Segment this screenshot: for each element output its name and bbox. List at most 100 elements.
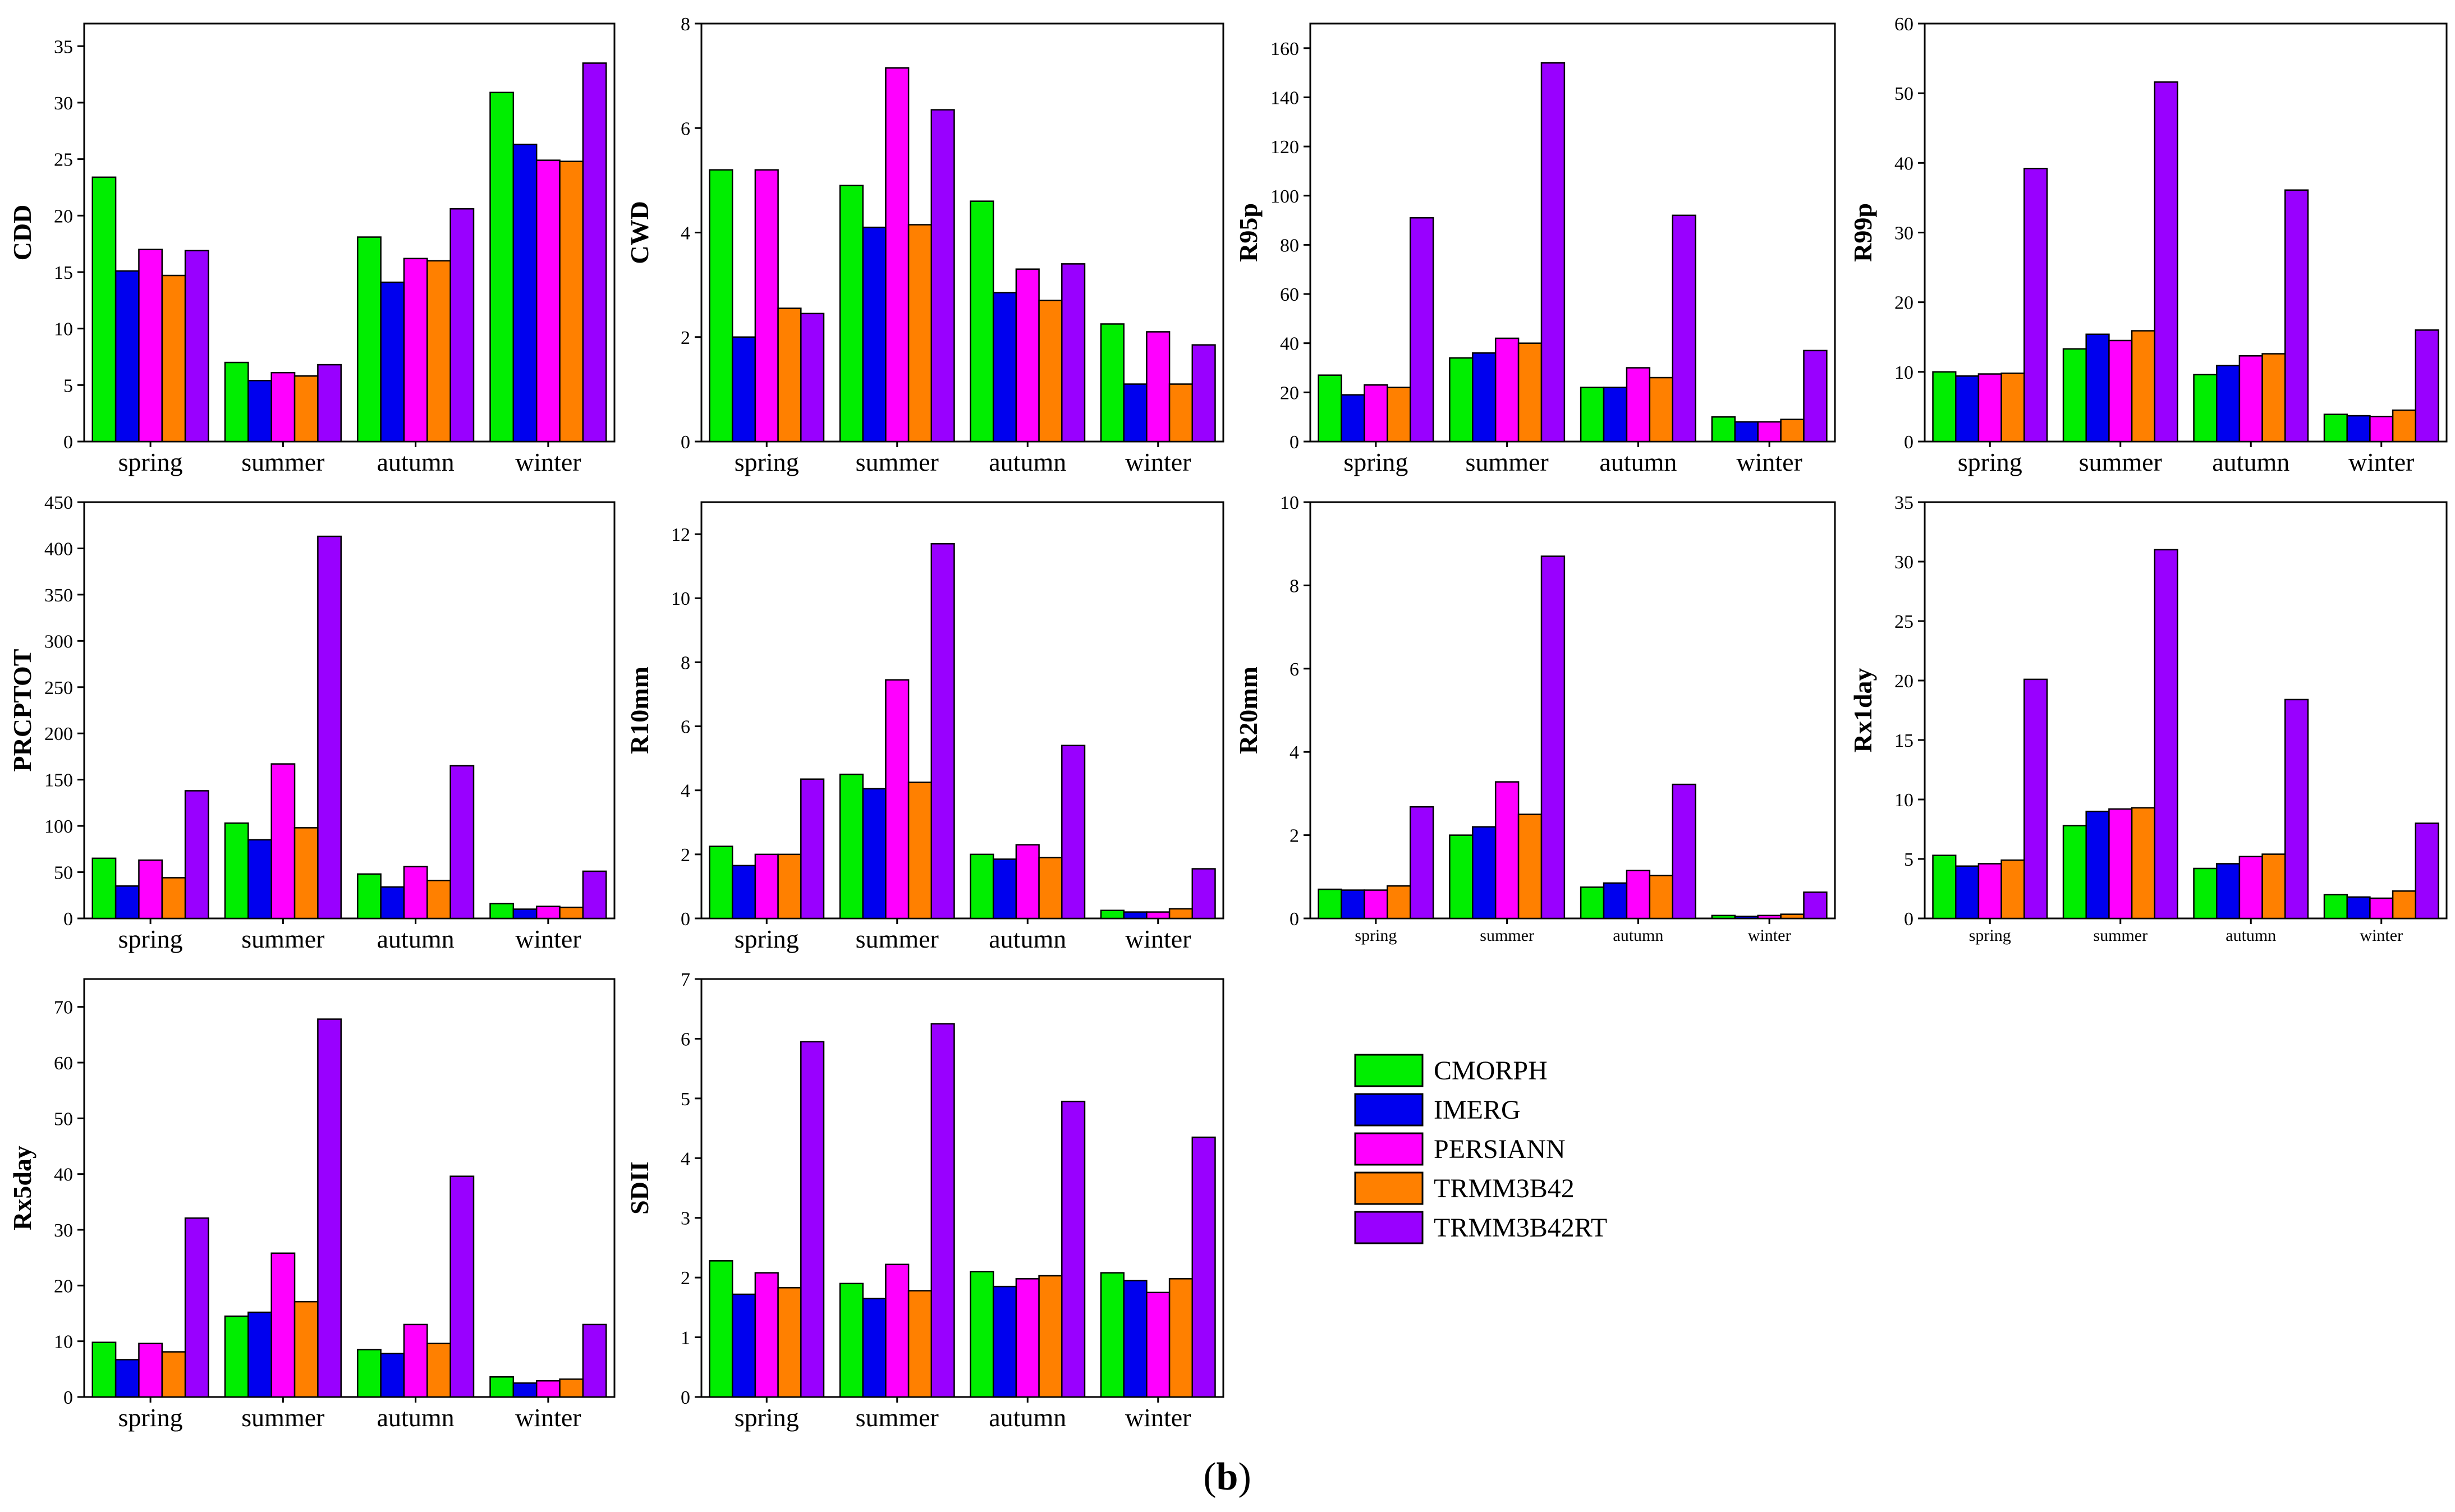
x-tick-label-spring: spring	[1958, 448, 2022, 476]
y-tick-label: 80	[1280, 235, 1299, 256]
bar-persiann-spring	[754, 853, 779, 920]
bar-trmm3b42-autumn	[1038, 857, 1063, 920]
y-axis-label: CDD	[8, 205, 36, 261]
x-tick-label-winter: winter	[2348, 448, 2415, 476]
bar-persiann-autumn	[1015, 844, 1040, 920]
x-tick-label-autumn: autumn	[989, 448, 1066, 476]
bar-imerg-spring	[731, 865, 756, 920]
bar-imerg-summer	[1472, 826, 1497, 920]
plot-frame	[1309, 22, 1836, 443]
bar-trmm3b42rt-autumn	[1061, 744, 1086, 920]
bar-imerg-winter	[1123, 383, 1148, 443]
y-tick-label: 60	[54, 1053, 73, 1074]
y-tick-label: 5	[1904, 849, 1913, 870]
y-tick-label: 35	[1894, 493, 1913, 513]
x-tick-label-autumn: autumn	[2212, 448, 2289, 476]
bar-trmm3b42rt-winter	[1191, 1136, 1216, 1398]
y-tick-label: 350	[44, 585, 73, 606]
bar-imerg-summer	[862, 1298, 887, 1398]
y-tick-label: 1	[681, 1328, 690, 1349]
y-tick-label: 6	[681, 1029, 690, 1050]
chart-cdd: 0 5 10 15 20 25 30 35 CDD spring summer autumn winte…	[8, 22, 616, 476]
chart-rx1day: 0 5 10 15 20 25 30 35 Rx1day spring summer autumn wi…	[1848, 493, 2448, 945]
bar-cmorph-summer	[2062, 348, 2087, 443]
x-tick-label-summer: summer	[241, 1403, 324, 1432]
x-tick-label-summer: summer	[856, 925, 939, 953]
y-tick-label: 100	[1270, 186, 1299, 207]
x-tick-label-winter: winter	[2360, 926, 2403, 945]
y-axis-label: CWD	[625, 201, 654, 264]
y-tick-label: 60	[1280, 284, 1299, 305]
bar-cmorph-spring	[709, 1260, 733, 1398]
plot-frame	[83, 501, 616, 920]
legend-swatch-imerg	[1354, 1093, 1424, 1127]
bar-imerg-winter	[1123, 1280, 1148, 1398]
bar-persiann-summer	[270, 1252, 296, 1398]
bar-trmm3b42rt-summer	[1540, 62, 1566, 443]
bar-trmm3b42rt-spring	[800, 778, 825, 920]
y-tick-label: 10	[671, 589, 690, 609]
bar-cmorph-spring	[709, 169, 733, 443]
x-tick-label-spring: spring	[735, 925, 799, 953]
bar-imerg-winter	[512, 144, 538, 443]
bar-persiann-autumn	[403, 1323, 428, 1398]
y-tick-label: 6	[681, 118, 690, 139]
y-axis-label: SDII	[625, 1161, 654, 1215]
bar-cmorph-spring	[1932, 371, 1957, 443]
x-tick-label-spring: spring	[118, 925, 183, 953]
bar-trmm3b42-spring	[161, 877, 186, 920]
bar-imerg-autumn	[380, 1353, 405, 1398]
x-tick-label-spring: spring	[1343, 448, 1408, 476]
y-tick-label: 10	[1894, 362, 1913, 383]
bar-imerg-spring	[1341, 394, 1365, 443]
bar-imerg-summer	[247, 839, 272, 920]
bar-imerg-autumn	[992, 858, 1017, 920]
y-tick-label: 3	[681, 1208, 690, 1229]
bar-imerg-winter	[1734, 421, 1759, 443]
x-tick-label-summer: summer	[856, 1403, 939, 1432]
bar-persiann-summer	[2108, 808, 2133, 920]
y-tick-label: 20	[54, 206, 73, 227]
y-tick-label: 40	[1894, 153, 1913, 174]
bar-trmm3b42rt-spring	[1409, 217, 1434, 443]
bar-trmm3b42rt-summer	[930, 1023, 955, 1398]
x-tick-label-autumn: autumn	[989, 925, 1066, 953]
bar-trmm3b42rt-spring	[184, 1217, 209, 1398]
y-tick-label: 140	[1270, 88, 1299, 108]
bar-cmorph-autumn	[970, 853, 994, 920]
bar-trmm3b42rt-autumn	[1061, 263, 1086, 443]
bar-trmm3b42rt-summer	[317, 364, 342, 443]
bar-trmm3b42-autumn	[426, 1343, 451, 1398]
bar-persiann-winter	[2369, 416, 2394, 443]
x-tick-label-summer: summer	[2079, 448, 2162, 476]
plot-frame	[83, 22, 616, 443]
bar-cmorph-autumn	[1580, 387, 1605, 443]
bar-trmm3b42-autumn	[426, 880, 451, 920]
x-tick-label-summer: summer	[241, 448, 324, 476]
bar-trmm3b42rt-winter	[1191, 344, 1216, 443]
y-tick-label: 25	[54, 150, 73, 171]
bar-cmorph-autumn	[357, 236, 382, 443]
y-tick-label: 25	[1894, 612, 1913, 632]
y-tick-label: 8	[1290, 576, 1299, 596]
bar-cmorph-autumn	[970, 1271, 994, 1398]
chart-r95p: 0 20 40 60 80 100 120 140 160 R95p spring summer aut…	[1234, 22, 1836, 476]
bar-trmm3b42-autumn	[2261, 853, 2286, 920]
x-tick-label-spring: spring	[1355, 926, 1397, 945]
x-tick-label-spring: spring	[118, 1403, 183, 1432]
x-tick-label-winter: winter	[1125, 925, 1191, 953]
bar-persiann-winter	[535, 159, 561, 443]
bar-trmm3b42-winter	[559, 160, 584, 443]
bar-trmm3b42rt-spring	[800, 312, 825, 443]
y-tick-label: 2	[1290, 826, 1299, 847]
y-tick-label: 300	[44, 631, 73, 652]
bar-trmm3b42-winter	[1780, 419, 1805, 443]
bar-trmm3b42-spring	[777, 853, 802, 920]
bar-cmorph-winter	[489, 1376, 515, 1398]
bar-trmm3b42-winter	[559, 906, 584, 920]
bar-trmm3b42-winter	[1168, 1278, 1194, 1398]
bar-trmm3b42-summer	[293, 827, 319, 920]
y-tick-label: 20	[1894, 671, 1913, 692]
bar-trmm3b42rt-autumn	[1672, 783, 1696, 920]
bar-persiann-spring	[138, 249, 163, 443]
